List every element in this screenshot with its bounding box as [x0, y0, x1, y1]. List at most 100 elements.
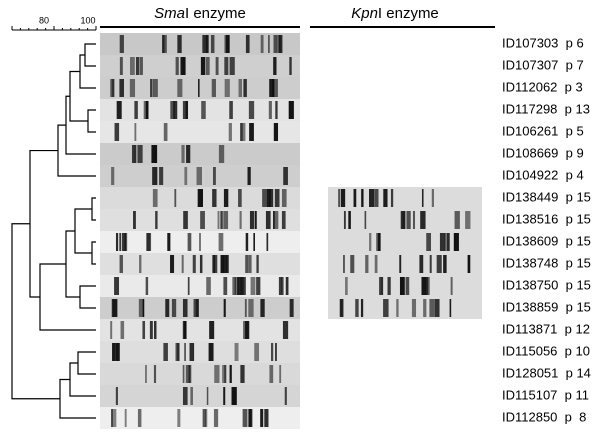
gel-band [278, 35, 283, 53]
row-label: ID113871 p 12 [502, 321, 590, 336]
gel-band [116, 343, 120, 361]
gel-band [376, 233, 381, 251]
gel-band [209, 321, 215, 339]
gel-band [193, 299, 199, 317]
gel-band [421, 189, 424, 207]
gel-band [224, 79, 230, 97]
gel-band [340, 189, 346, 207]
gel-band [149, 321, 153, 339]
dendrogram-branch [57, 124, 96, 177]
gel-band [260, 299, 265, 317]
header-italic: Kpn [351, 5, 378, 22]
gel-band [198, 79, 200, 97]
dendrogram-branch [65, 230, 80, 298]
gel-band [145, 101, 149, 119]
row-label: ID138750 p 15 [502, 277, 591, 292]
gel-band [353, 189, 357, 207]
header: KpnI enzyme [351, 5, 439, 22]
row-label: ID112062 p 3 [502, 79, 583, 94]
gel-band [182, 101, 188, 119]
gel-band [119, 255, 123, 273]
gel-band [387, 277, 391, 295]
gel-band [399, 255, 402, 273]
gel-lane [100, 77, 300, 99]
gel-band [350, 255, 355, 273]
gel-band [170, 255, 175, 273]
gel-band [271, 343, 274, 361]
gel-band [223, 299, 226, 317]
gel-band [119, 233, 121, 251]
header: SmaI enzyme [154, 5, 246, 22]
gel-band [454, 233, 459, 251]
gel-band [188, 365, 192, 383]
row-label: ID138748 p 15 [502, 255, 591, 270]
gel-band [170, 101, 175, 119]
gel-band [420, 211, 426, 229]
gel-band [272, 79, 275, 97]
gel-band [218, 233, 224, 251]
gel-band [419, 255, 424, 273]
gel-band [282, 321, 289, 339]
gel-band [229, 101, 233, 119]
gel-band [453, 233, 456, 251]
gel-band [238, 79, 243, 97]
header-rest: I enzyme [378, 5, 439, 22]
gel-band [177, 35, 182, 53]
gel-band [222, 365, 227, 383]
gel-band [229, 365, 232, 383]
row-label: ID115107 p 11 [502, 387, 589, 402]
gel-band [185, 365, 191, 383]
gel-band [222, 255, 228, 273]
gel-band [134, 145, 137, 163]
gel-band [449, 299, 452, 317]
gel-band [256, 255, 259, 273]
dendrogram-branch [91, 241, 96, 265]
dendrogram-branch [84, 43, 96, 67]
gel-band [266, 233, 269, 251]
gel-band [167, 233, 171, 251]
gel-band [218, 145, 225, 163]
gel-band [205, 409, 208, 427]
gel-band [273, 35, 277, 53]
gel-band [206, 387, 209, 405]
scale-label: 80 [39, 15, 49, 25]
gel-band [380, 277, 384, 295]
gel-band [240, 123, 246, 141]
gel-band [187, 277, 190, 295]
gel-band [265, 211, 271, 229]
row-label: ID107303 p 6 [502, 35, 584, 50]
gel-lane [328, 187, 482, 209]
row-label: ID106261 p 5 [502, 123, 584, 138]
dendrogram-branch [77, 351, 96, 375]
gel-band [187, 233, 192, 251]
gel-band [248, 255, 252, 273]
gel-lane [100, 33, 300, 55]
gel-band [212, 189, 217, 207]
gel-band [250, 277, 256, 295]
gel-band [244, 299, 247, 317]
dendrogram-branch [74, 208, 92, 254]
row-label: ID112850 p 8 [502, 409, 586, 424]
gel-band [224, 57, 229, 75]
gel-lane [100, 363, 300, 385]
gel-band [152, 189, 158, 207]
gel-band [273, 57, 277, 75]
gel-band [177, 409, 181, 427]
gel-band [183, 211, 188, 229]
gel-band [111, 299, 114, 317]
gel-band [229, 57, 235, 75]
row-label: ID128051 p 14 [502, 365, 591, 380]
gel-band [110, 79, 115, 97]
gel-band [119, 35, 124, 53]
gel-band [189, 343, 195, 361]
gel-band [115, 387, 118, 405]
gel-band [181, 255, 184, 273]
gel-band [197, 189, 203, 207]
gel-band [423, 299, 427, 317]
gel-band [177, 79, 183, 97]
gel-band [146, 233, 152, 251]
gel-band [421, 277, 427, 295]
gel-band [273, 211, 279, 229]
gel-band [365, 255, 369, 273]
gel-lane [100, 407, 300, 429]
